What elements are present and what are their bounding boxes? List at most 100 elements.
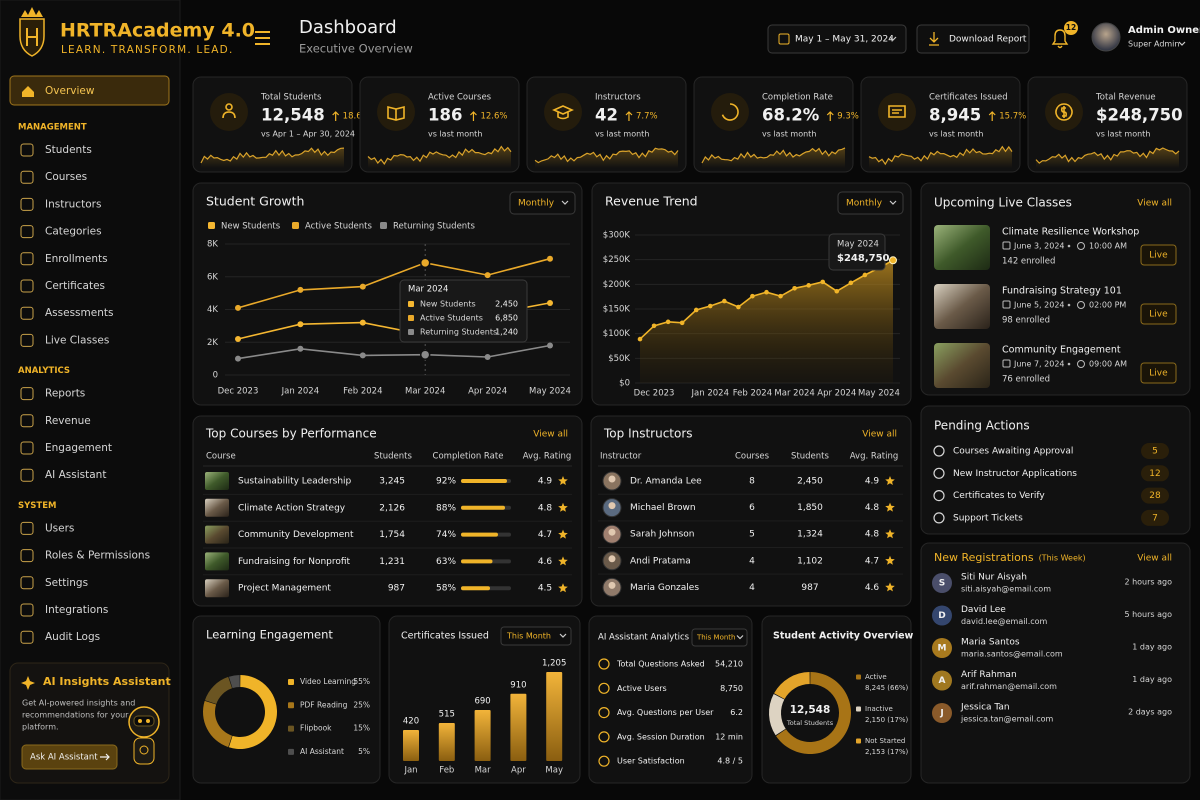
sparkline — [534, 147, 679, 164]
panel — [192, 415, 583, 607]
metric-label: Avg. Questions per User — [617, 708, 714, 717]
calendar-icon — [1002, 359, 1011, 368]
chevron — [561, 200, 569, 205]
line-point — [547, 255, 553, 262]
registration-time: 5 hours ago — [1124, 610, 1172, 619]
trend-up-icon — [826, 111, 834, 121]
legend-label: Not Started — [865, 737, 905, 745]
live-button[interactable] — [1140, 303, 1177, 325]
nav-label: Engagement — [45, 442, 112, 454]
view-all-link[interactable]: View all — [1137, 199, 1172, 209]
bar-value-label: 690 — [474, 697, 490, 707]
class-time: 02:00 PM — [1089, 301, 1126, 310]
period-dropdown[interactable] — [837, 191, 904, 215]
instructor-students: 987 — [801, 583, 818, 593]
completion-bar — [461, 586, 490, 591]
registration-time: 2 days ago — [1128, 708, 1172, 717]
tooltip-label: New Students — [420, 300, 476, 309]
panel-title: Student Growth — [206, 194, 304, 209]
y-tick-label: $200K — [603, 280, 631, 290]
star — [885, 529, 895, 539]
sparkline — [367, 145, 512, 165]
view-all-link[interactable]: View all — [533, 430, 568, 440]
legend-swatch — [856, 706, 861, 712]
icon — [20, 279, 34, 293]
nav-label: Certificates — [45, 280, 105, 292]
course-rating: 4.6 — [538, 557, 553, 567]
nav-label: Instructors — [45, 198, 101, 210]
instructor-rating: 4.8 — [865, 503, 880, 513]
kpi-note: vs last month — [428, 130, 482, 139]
class-thumbnail — [934, 284, 990, 329]
live-button-label: Live — [1149, 369, 1168, 379]
period-dropdown[interactable] — [691, 628, 748, 647]
bell-icon[interactable] — [1051, 29, 1069, 49]
star — [558, 583, 568, 593]
panel-title: Top Instructors — [603, 427, 693, 441]
line-point — [484, 353, 491, 360]
nav-item[interactable] — [14, 517, 166, 539]
x-tick-label: Jan 2024 — [281, 387, 319, 397]
completion-label: 63% — [436, 557, 456, 567]
icon — [20, 630, 34, 644]
panel — [920, 542, 1191, 784]
tooltip-value: 6,850 — [495, 314, 518, 323]
area-point — [665, 319, 671, 325]
nav-item[interactable] — [14, 383, 166, 405]
icon — [20, 603, 34, 617]
avatar-face — [608, 581, 616, 589]
icon — [20, 387, 34, 401]
donut-segment — [768, 693, 786, 736]
registrant-initial: M — [938, 644, 947, 654]
x-tick-label: Feb 2024 — [733, 389, 772, 399]
download-button[interactable] — [916, 24, 1030, 54]
column-header: Avg. Rating — [850, 452, 899, 462]
metric-value: 4.8 / 5 — [717, 757, 743, 766]
registrant-email: siti.aisyah@email.com — [961, 585, 1051, 594]
kpi-icon-bg — [544, 93, 582, 131]
live-button-label: Live — [1149, 310, 1168, 320]
count-badge — [1141, 465, 1169, 482]
menu-icon[interactable] — [255, 31, 270, 45]
view-all-link[interactable]: View all — [862, 430, 897, 440]
period-dropdown[interactable] — [500, 626, 572, 646]
brand-name: HRTRAcademy 4.0 — [60, 20, 255, 42]
avatar-face — [608, 475, 616, 483]
sparkline-area — [201, 148, 344, 168]
panel — [588, 615, 753, 784]
action-label: Courses Awaiting Approval — [953, 447, 1073, 457]
live-button[interactable] — [1140, 362, 1177, 384]
instructor-students: 1,850 — [797, 503, 823, 513]
x-tick-label: Mar 2024 — [774, 389, 814, 399]
period-label: Monthly — [518, 199, 555, 209]
kpi-icon — [721, 103, 739, 121]
period-dropdown[interactable] — [509, 191, 576, 215]
x-tick-label: Dec 2023 — [218, 387, 259, 397]
tooltip-title: May 2024 — [837, 240, 879, 250]
registration-time: 2 hours ago — [1124, 578, 1172, 587]
star — [558, 476, 568, 485]
action-label: Support Tickets — [953, 513, 1023, 523]
line-series — [237, 344, 551, 360]
nav-item[interactable] — [14, 572, 166, 594]
column-header: Instructor — [600, 452, 642, 462]
completion-label: 88% — [436, 503, 456, 513]
live-button[interactable] — [1140, 244, 1177, 266]
ai-box-button[interactable] — [21, 744, 118, 770]
tooltip-value: 2,450 — [495, 300, 518, 309]
nav-item[interactable] — [14, 166, 166, 188]
nav-item-active[interactable] — [9, 75, 170, 106]
legend-label: PDF Reading — [300, 700, 348, 709]
tooltip-swatch — [408, 329, 414, 335]
course-rating: 4.8 — [538, 503, 553, 513]
view-all-link[interactable]: View all — [1137, 554, 1172, 564]
registrant-initial: A — [939, 676, 946, 686]
user-avatar — [1091, 22, 1121, 52]
icon — [20, 468, 34, 482]
kpi-value: 186 — [428, 106, 462, 125]
date-range-picker[interactable] — [767, 24, 907, 54]
metric-label: Avg. Session Duration — [617, 732, 705, 741]
bar — [438, 722, 455, 761]
line-point — [297, 286, 304, 293]
area-point — [651, 323, 657, 329]
